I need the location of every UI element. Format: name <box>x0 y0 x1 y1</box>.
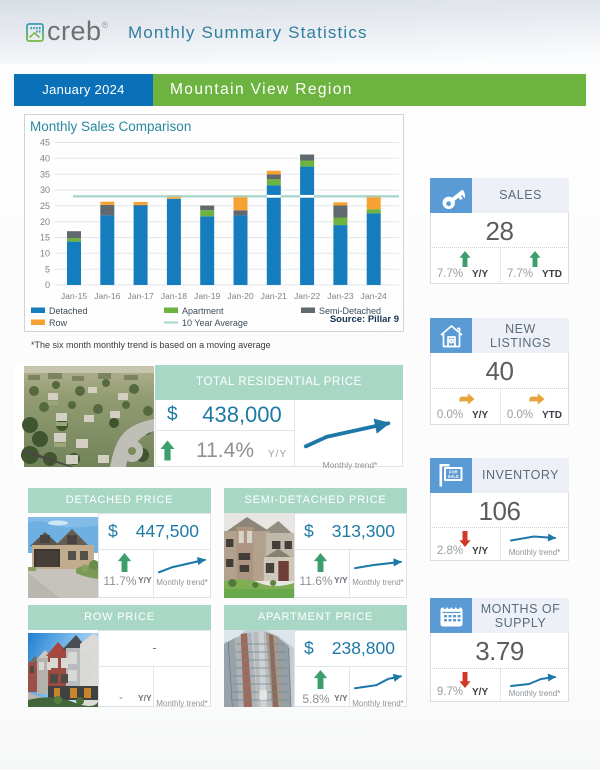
svg-text:5: 5 <box>45 264 50 274</box>
svg-text:30: 30 <box>40 185 50 195</box>
svg-text:10 Year Average: 10 Year Average <box>182 318 248 328</box>
svg-text:FOR: FOR <box>449 469 458 474</box>
svg-text:Detached: Detached <box>49 306 88 316</box>
svg-text:25: 25 <box>40 201 50 211</box>
svg-text:20: 20 <box>40 217 50 227</box>
svg-text:SALE: SALE <box>448 474 459 479</box>
svg-text:Jan-16: Jan-16 <box>94 291 120 301</box>
svg-text:Source: Pillar 9: Source: Pillar 9 <box>330 314 399 325</box>
svg-text:Jan-19: Jan-19 <box>194 291 220 301</box>
svg-text:Apartment: Apartment <box>182 306 224 316</box>
svg-text:Jan-22: Jan-22 <box>294 291 320 301</box>
svg-text:10: 10 <box>40 249 50 259</box>
svg-text:Jan-17: Jan-17 <box>127 291 153 301</box>
svg-text:Jan-24: Jan-24 <box>361 291 387 301</box>
svg-text:45: 45 <box>40 138 50 148</box>
svg-text:Jan-18: Jan-18 <box>161 291 187 301</box>
svg-text:40: 40 <box>40 154 50 164</box>
svg-text:0: 0 <box>45 280 50 290</box>
svg-text:Semi-Detached: Semi-Detached <box>319 306 381 316</box>
svg-text:15: 15 <box>40 233 50 243</box>
svg-text:35: 35 <box>40 169 50 179</box>
svg-text:Jan-21: Jan-21 <box>261 291 287 301</box>
svg-text:Row: Row <box>49 318 68 328</box>
svg-text:Jan-20: Jan-20 <box>227 291 253 301</box>
svg-text:Jan-23: Jan-23 <box>327 291 353 301</box>
svg-text:Jan-15: Jan-15 <box>61 291 87 301</box>
